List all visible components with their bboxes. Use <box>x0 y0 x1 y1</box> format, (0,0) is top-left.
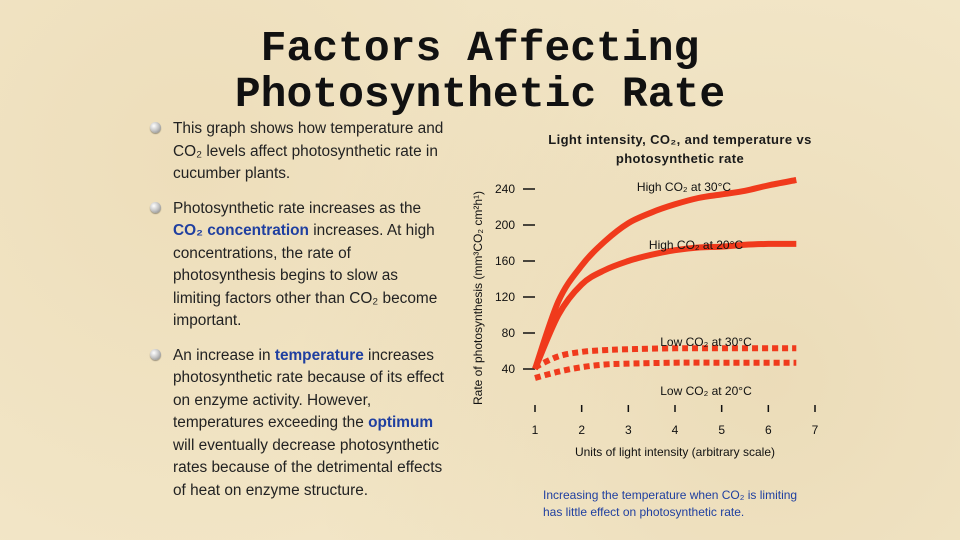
bullet-1: This graph shows how temperature and CO₂… <box>150 118 450 186</box>
bullet-text: Photosynthetic rate increases as the <box>173 199 422 217</box>
curve-label: Low CO₂ at 20°C <box>660 384 752 398</box>
curve-label: High CO₂ at 30°C <box>637 180 731 194</box>
title-line-1: Factors Affecting <box>260 24 700 73</box>
x-tick-label: 7 <box>812 423 819 437</box>
bullet-icon <box>150 201 161 213</box>
y-tick-label: 120 <box>495 290 515 304</box>
keyword: temperature <box>274 346 364 364</box>
page-title: Factors Affecting Photosynthetic Rate <box>200 26 760 118</box>
curve-high-co2-30c <box>532 177 797 370</box>
y-tick-label: 240 <box>495 182 515 196</box>
chart-note: Increasing the temperature when CO₂ is l… <box>543 488 798 519</box>
title-line-2: Photosynthetic Rate <box>234 70 726 119</box>
x-tick-label: 6 <box>765 423 772 437</box>
y-tick-label: 80 <box>502 326 516 340</box>
curve-label: Low CO₂ at 30°C <box>660 335 752 349</box>
keyword: CO₂ concentration <box>173 222 309 239</box>
y-axis-label: Rate of photosynthesis (mm³CO₂ cm²h¹) <box>471 191 485 405</box>
bullet-icon <box>150 348 161 360</box>
bullet-3: An increase in temperature increases pho… <box>150 345 450 503</box>
bullet-text: An increase in <box>173 346 275 364</box>
x-axis-label: Units of light intensity (arbitrary scal… <box>575 445 775 459</box>
bullet-text: increases. At high concentrations, the r… <box>173 222 438 329</box>
y-tick-label: 200 <box>495 218 515 232</box>
x-tick-label: 4 <box>672 423 679 437</box>
bullet-list: This graph shows how temperature and CO₂… <box>150 118 450 514</box>
curve-low-co2-30c <box>533 345 797 370</box>
bullet-icon <box>150 122 161 133</box>
bullet-text: increases photosynthetic rate because of… <box>173 346 444 432</box>
x-tick-label: 5 <box>718 423 725 437</box>
x-tick-label: 3 <box>625 423 632 437</box>
chart-title: Light intensity, CO₂, and temperature vs… <box>548 132 812 166</box>
curve-low-co2-20c <box>534 359 797 381</box>
bullet-2: Photosynthetic rate increases as the CO₂… <box>150 198 450 333</box>
keyword: optimum <box>368 414 434 431</box>
bullet-text: will eventually decrease photosynthetic … <box>173 436 443 499</box>
y-tick-label: 40 <box>502 362 516 376</box>
curve-high-co2-20c <box>532 240 797 371</box>
x-tick-label: 1 <box>532 423 539 437</box>
bullet-text: This graph shows how temperature and CO₂… <box>173 120 444 182</box>
x-tick-label: 2 <box>578 423 585 437</box>
curve-label: High CO₂ at 20°C <box>649 238 743 252</box>
y-tick-label: 160 <box>495 254 515 268</box>
